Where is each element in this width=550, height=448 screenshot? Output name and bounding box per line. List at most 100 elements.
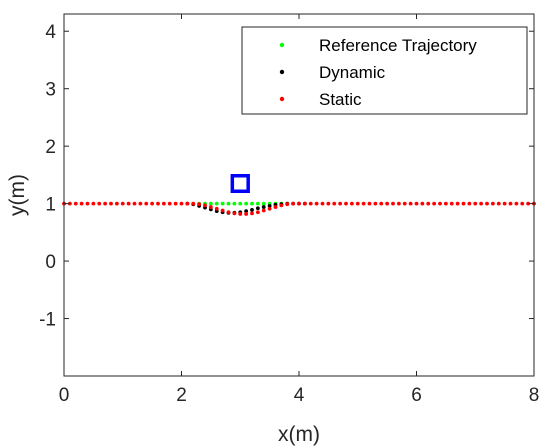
x-axis-label: x(m): [278, 423, 320, 446]
static-point: [297, 201, 301, 206]
y-tick-label: -1: [39, 310, 56, 331]
static-point: [214, 206, 219, 211]
legend-box: [241, 26, 528, 115]
legend-label-static: Static: [319, 90, 362, 109]
static-point: [73, 201, 78, 206]
static-point: [226, 210, 231, 215]
static-point: [150, 201, 155, 206]
static-point: [508, 201, 513, 206]
static-point: [308, 201, 313, 206]
static-point: [261, 208, 266, 213]
static-point: [349, 201, 354, 206]
static-point: [302, 201, 307, 206]
static-point: [138, 201, 143, 206]
static-point: [479, 201, 484, 206]
static-point: [144, 201, 149, 206]
static-point: [467, 201, 472, 206]
y-tick-label: 4: [45, 22, 56, 43]
static-point: [426, 201, 431, 206]
static-point: [273, 205, 278, 209]
static-point: [490, 201, 495, 206]
static-point: [79, 201, 84, 206]
static-point: [103, 201, 108, 206]
data-points: [62, 201, 536, 216]
y-tick-label: 2: [45, 137, 56, 158]
static-point: [314, 201, 319, 206]
reference-point: [220, 201, 225, 206]
dynamic-point: [250, 208, 254, 212]
static-point: [91, 201, 96, 206]
legend-label-dynamic: Dynamic: [319, 63, 386, 82]
reference-point: [255, 201, 260, 206]
static-point: [461, 201, 466, 206]
static-point: [250, 211, 254, 216]
static-point: [514, 201, 519, 206]
static-point: [338, 201, 343, 206]
dynamic-point: [244, 209, 249, 213]
static-point: [232, 211, 237, 216]
y-tick-label: 1: [45, 195, 56, 216]
static-point: [379, 201, 384, 206]
static-point: [526, 201, 531, 206]
obstacle-layer: [230, 174, 250, 194]
static-point: [279, 203, 284, 208]
x-tick-label: 4: [294, 385, 305, 406]
static-point: [414, 201, 419, 206]
static-point: [385, 201, 390, 206]
static-point: [197, 202, 202, 207]
reference-point: [244, 201, 249, 206]
legend-marker-reference: [279, 42, 285, 48]
static-point: [238, 212, 243, 216]
static-point: [367, 201, 372, 206]
static-point: [208, 205, 213, 209]
reference-point: [214, 201, 219, 206]
static-point: [203, 203, 207, 208]
static-point: [67, 201, 72, 206]
x-tick-label: 8: [529, 385, 540, 406]
reference-point: [250, 201, 254, 206]
dynamic-point: [261, 205, 266, 209]
static-point: [485, 201, 489, 206]
static-point: [244, 212, 249, 216]
static-point: [402, 201, 407, 206]
static-point: [285, 202, 290, 207]
static-point: [326, 201, 331, 206]
static-point: [443, 201, 448, 206]
static-point: [114, 201, 119, 206]
static-point: [267, 206, 272, 211]
static-point: [97, 201, 102, 206]
y-tick-label: 3: [45, 80, 56, 101]
dynamic-point: [255, 206, 260, 211]
obstacle-square: [230, 174, 250, 194]
static-point: [432, 201, 437, 206]
static-point: [420, 201, 425, 206]
static-point: [320, 201, 325, 206]
x-tick-label: 2: [176, 385, 187, 406]
static-point: [455, 201, 460, 206]
static-point: [396, 201, 401, 206]
reference-point: [261, 201, 266, 206]
static-point: [373, 201, 378, 206]
y-tick-label: 0: [45, 252, 56, 273]
static-point: [156, 201, 160, 206]
dynamic-point: [267, 204, 272, 208]
static-point: [473, 201, 478, 206]
legend-marker-static: [279, 96, 285, 102]
static-point: [109, 201, 113, 206]
static-point: [161, 201, 166, 206]
static-point: [173, 201, 178, 206]
static-point: [355, 201, 360, 206]
static-point: [185, 201, 190, 206]
static-point: [361, 201, 366, 206]
static-point: [167, 201, 172, 206]
static-point: [520, 201, 525, 206]
y-axis-label: y(m): [6, 174, 29, 216]
static-point: [126, 201, 131, 206]
x-tick-label: 6: [411, 385, 422, 406]
static-point: [179, 201, 184, 206]
legend: Reference Trajectory Dynamic Static: [241, 26, 528, 115]
reference-point: [226, 201, 231, 206]
static-point: [120, 201, 125, 206]
static-point: [496, 201, 501, 206]
reference-point: [232, 201, 237, 206]
